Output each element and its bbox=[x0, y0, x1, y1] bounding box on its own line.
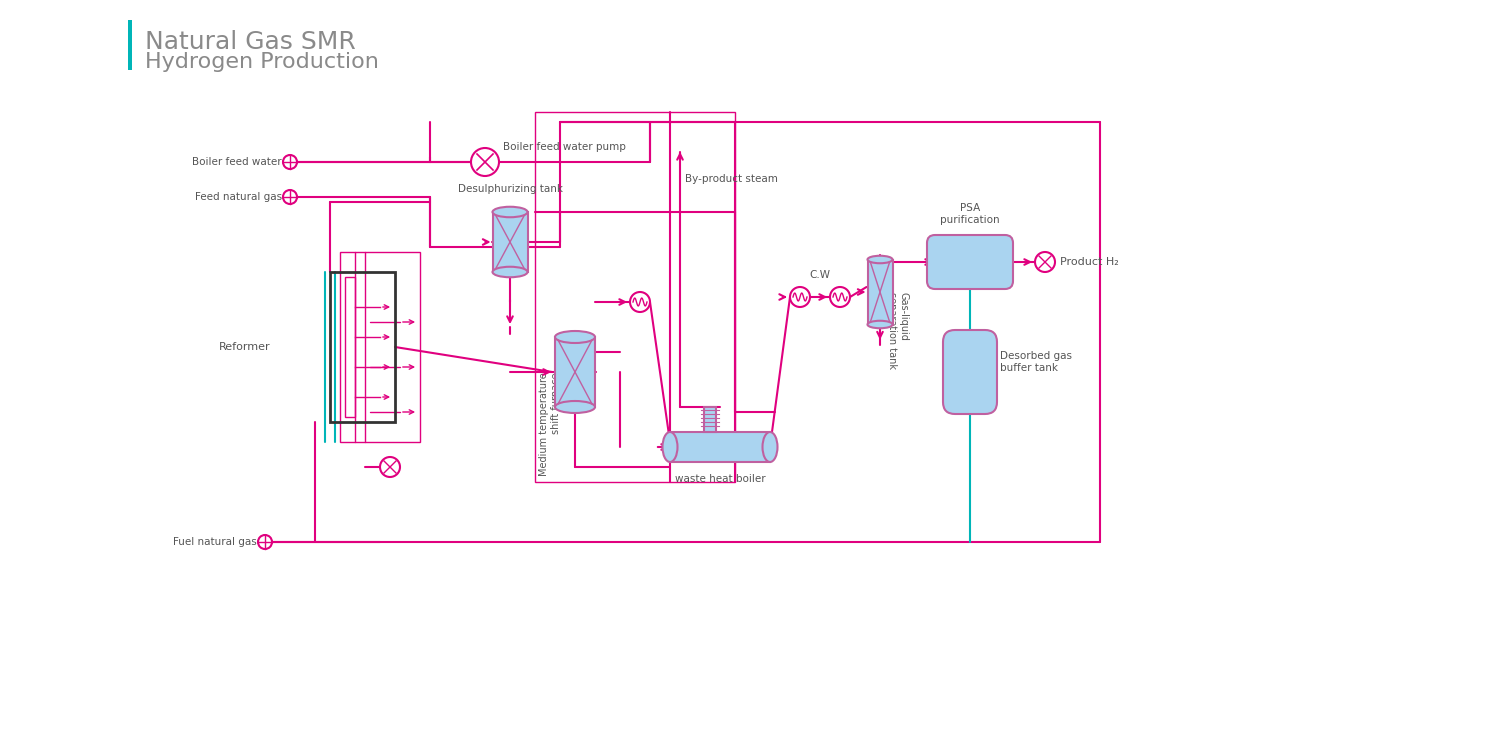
Ellipse shape bbox=[868, 321, 892, 329]
Circle shape bbox=[282, 155, 297, 169]
Ellipse shape bbox=[868, 256, 892, 263]
FancyBboxPatch shape bbox=[944, 330, 997, 414]
Text: Boiler feed water pump: Boiler feed water pump bbox=[503, 142, 625, 152]
Circle shape bbox=[381, 457, 400, 477]
Bar bbox=[535, 112, 735, 482]
Circle shape bbox=[790, 287, 809, 307]
Text: Gas-liquid
separation tank: Gas-liquid separation tank bbox=[886, 292, 909, 369]
Bar bbox=[331, 272, 396, 422]
Bar bbox=[868, 259, 892, 325]
Circle shape bbox=[831, 287, 850, 307]
Circle shape bbox=[1034, 252, 1055, 272]
Ellipse shape bbox=[556, 401, 595, 413]
Text: Natural Gas SMR: Natural Gas SMR bbox=[145, 30, 356, 54]
Bar bbox=[492, 212, 527, 272]
Text: Desorbed gas
buffer tank: Desorbed gas buffer tank bbox=[1000, 351, 1072, 373]
Bar bbox=[704, 407, 716, 432]
Text: Product H₂: Product H₂ bbox=[1060, 257, 1119, 267]
Bar bbox=[344, 277, 355, 417]
Bar bbox=[670, 432, 770, 462]
Text: Desulphurizing tank: Desulphurizing tank bbox=[458, 184, 563, 194]
Bar bbox=[556, 337, 595, 407]
FancyBboxPatch shape bbox=[927, 235, 1013, 289]
Ellipse shape bbox=[492, 267, 527, 277]
Bar bbox=[340, 252, 420, 442]
Circle shape bbox=[630, 292, 649, 312]
Text: waste heat boiler: waste heat boiler bbox=[675, 474, 766, 484]
Text: Boiler feed water: Boiler feed water bbox=[192, 157, 282, 167]
Bar bbox=[128, 20, 131, 70]
Text: Reformer: Reformer bbox=[219, 342, 270, 352]
Circle shape bbox=[471, 148, 498, 176]
Text: Fuel natural gas: Fuel natural gas bbox=[174, 537, 257, 547]
Text: C.W: C.W bbox=[809, 270, 830, 280]
Text: PSA
purification: PSA purification bbox=[941, 203, 1000, 225]
Text: Hydrogen Production: Hydrogen Production bbox=[145, 52, 379, 72]
Ellipse shape bbox=[556, 331, 595, 343]
Text: Medium temperature
shift furnace: Medium temperature shift furnace bbox=[539, 372, 560, 476]
Ellipse shape bbox=[492, 207, 527, 217]
Ellipse shape bbox=[663, 432, 678, 462]
Circle shape bbox=[258, 535, 272, 549]
Circle shape bbox=[282, 190, 297, 204]
Text: By-product steam: By-product steam bbox=[686, 174, 778, 184]
Text: Feed natural gas: Feed natural gas bbox=[195, 192, 282, 202]
Ellipse shape bbox=[763, 432, 778, 462]
